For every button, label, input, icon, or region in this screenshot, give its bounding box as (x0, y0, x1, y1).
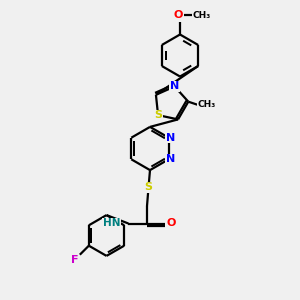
Text: F: F (71, 255, 78, 265)
Text: N: N (166, 154, 175, 164)
Text: HN: HN (103, 218, 120, 229)
Text: CH₃: CH₃ (197, 100, 215, 109)
Text: CH₃: CH₃ (193, 11, 211, 20)
Text: N: N (166, 133, 175, 143)
Text: S: S (154, 110, 162, 120)
Text: N: N (170, 82, 179, 92)
Text: O: O (174, 10, 183, 20)
Text: O: O (167, 218, 176, 229)
Text: S: S (145, 182, 152, 193)
